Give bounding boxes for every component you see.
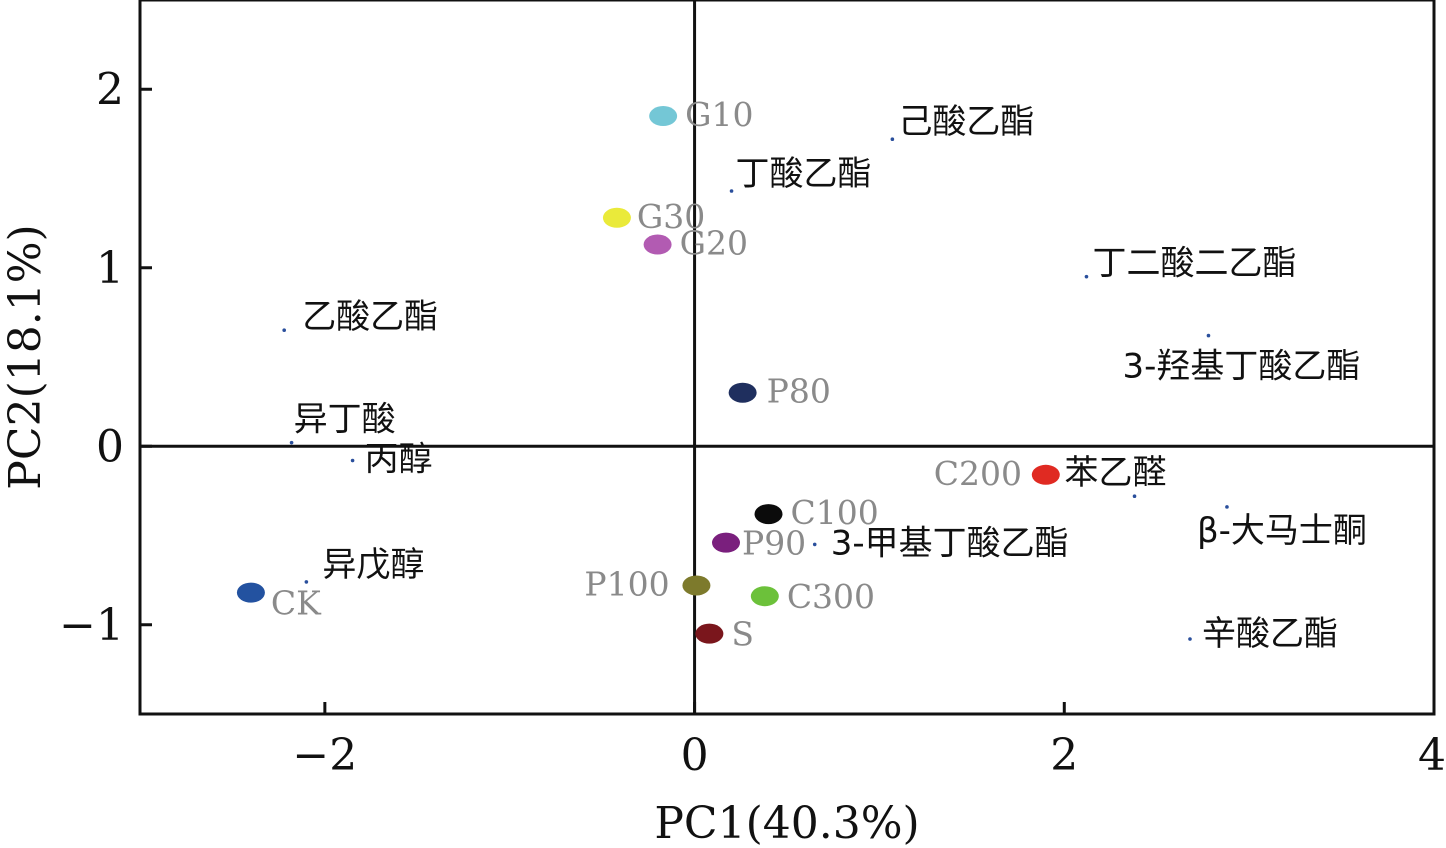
- variable-label: 己酸乙酯: [898, 102, 1034, 142]
- variable-point: [890, 137, 895, 142]
- y-axis-title: PC2(18.1%): [0, 224, 51, 489]
- variable-label: β-大马士酮: [1197, 511, 1367, 551]
- y-tick-label: 1: [96, 243, 124, 294]
- variable-label: 丙醇: [365, 440, 433, 480]
- sample-label: P90: [742, 524, 806, 563]
- x-tick-label: −2: [292, 730, 357, 781]
- x-axis-ticks: −2 0 2 4: [292, 702, 1446, 781]
- sample-label: CK: [271, 584, 322, 623]
- sample-label: P100: [584, 564, 669, 603]
- variable-point: [350, 458, 355, 463]
- sample-point: [643, 234, 672, 255]
- sample-point: [750, 586, 779, 607]
- variable-point: [1206, 333, 1211, 338]
- plot-frame: [138, 0, 1436, 716]
- variable-label: 辛酸乙酯: [1202, 614, 1338, 654]
- sample-label: G20: [680, 224, 748, 263]
- y-axis-ticks: −1 0 1 2: [59, 64, 152, 651]
- y-tick-label: −1: [59, 600, 124, 651]
- x-tick-label: 0: [681, 730, 709, 781]
- sample-label: P80: [767, 372, 831, 411]
- sample-point: [695, 623, 724, 644]
- sample-point: [236, 582, 265, 603]
- sample-label: S: [731, 615, 754, 654]
- sample-label: C100: [791, 493, 879, 532]
- sample-point: [602, 207, 631, 228]
- sample-point: [649, 106, 678, 127]
- x-axis-title: PC1(40.3%): [654, 798, 919, 848]
- sample-label: G30: [637, 197, 705, 236]
- variable-point: [729, 189, 734, 193]
- variable-label: 异丁酸: [294, 400, 396, 440]
- y-tick-label: 2: [96, 64, 124, 115]
- variable-point: [812, 542, 817, 547]
- sample-point: [728, 382, 757, 403]
- sample-point: [754, 504, 783, 525]
- variable-label: 丁酸乙酯: [736, 154, 872, 194]
- sample-label: C200: [934, 454, 1022, 493]
- y-tick-label: 0: [96, 421, 124, 472]
- variable-point: [1132, 494, 1137, 499]
- variable-point: [1084, 274, 1089, 279]
- variable-label: 3-羟基丁酸乙酯: [1122, 347, 1360, 387]
- variable-label: 苯乙醛: [1065, 453, 1167, 493]
- variable-label: 异戊醇: [322, 545, 424, 585]
- variable-point: [1225, 505, 1229, 509]
- variable-label: 丁二酸二乙酯: [1092, 244, 1296, 284]
- sample-point: [682, 575, 711, 596]
- variable-label: 3-甲基丁酸乙酯: [831, 523, 1069, 563]
- sample-point: [1031, 464, 1060, 485]
- x-tick-label: 4: [1418, 730, 1446, 781]
- sample-label: G10: [685, 95, 753, 134]
- variable-point: [289, 440, 294, 445]
- variable-label: 乙酸乙酯: [302, 297, 438, 337]
- x-tick-label: 2: [1050, 730, 1078, 781]
- variable-point: [304, 580, 309, 584]
- variable-point: [1188, 637, 1192, 641]
- variable-point: [282, 328, 286, 333]
- sample-point: [711, 532, 740, 553]
- sample-label: C300: [787, 577, 875, 616]
